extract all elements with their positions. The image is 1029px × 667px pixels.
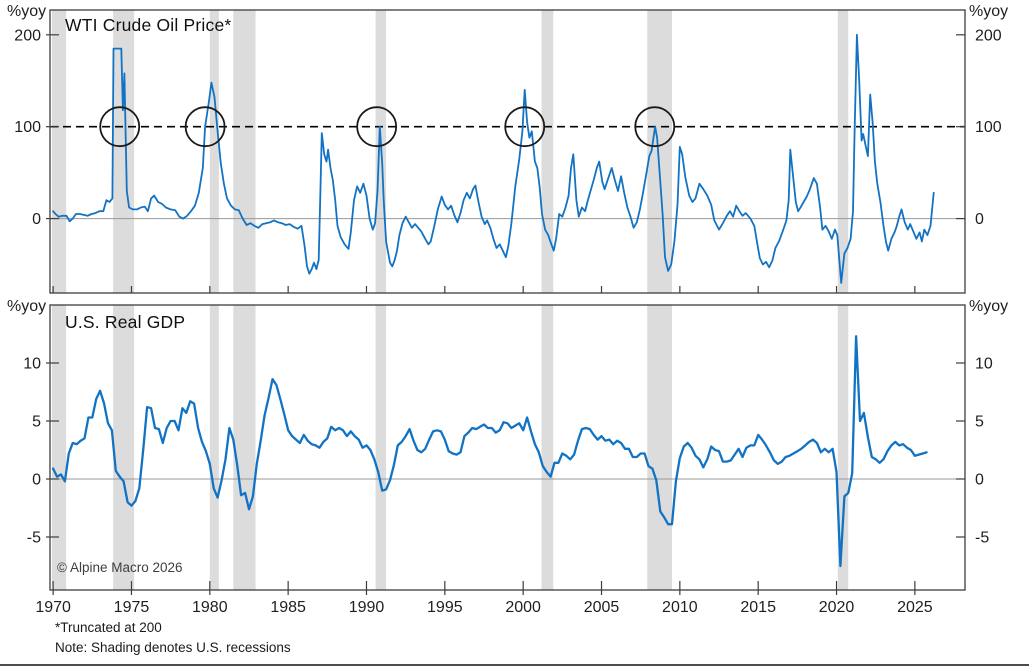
y-tick-label-left: 200 — [14, 27, 41, 44]
recession-band — [51, 10, 67, 293]
y-tick-label-left: 100 — [14, 119, 41, 136]
recession-band — [647, 305, 673, 590]
footnote-truncated: *Truncated at 200 — [55, 620, 162, 635]
recession-band — [113, 305, 135, 590]
y-tick-label-right: 100 — [975, 119, 1002, 136]
recession-band — [113, 10, 135, 293]
recession-band — [541, 10, 554, 293]
recession-band — [233, 10, 256, 293]
recession-band — [209, 305, 219, 590]
circle-annotation — [99, 106, 141, 148]
x-tick-label: 2010 — [662, 599, 698, 616]
series-line — [51, 335, 928, 568]
x-tick-label: 2005 — [584, 599, 620, 616]
gdp-y-unit-label-right: %yoy — [969, 298, 1009, 315]
x-tick-label: 2025 — [897, 599, 933, 616]
bottom-panel: -5 -5 0 0 5 5 10 10 1970 1975 1980 1985 1990 1995 2000… — [23, 304, 993, 616]
circle-annotation — [634, 106, 676, 148]
recession-band — [837, 10, 849, 293]
footnote-recessions: Note: Shading denotes U.S. recessions — [55, 640, 291, 655]
y-tick-label-right: 0 — [975, 471, 984, 488]
copyright-watermark: © Alpine Macro 2026 — [57, 560, 183, 575]
y-tick-label-left: 5 — [32, 413, 41, 430]
recession-band — [837, 305, 849, 590]
circle-annotation — [356, 106, 398, 148]
recession-band — [233, 305, 256, 590]
y-tick-label-right: 200 — [975, 27, 1002, 44]
recession-band — [209, 10, 219, 293]
x-tick-label: 1995 — [427, 599, 463, 616]
panel-frame — [49, 304, 966, 591]
gdp-y-unit-label-left: %yoy — [7, 298, 47, 315]
x-tick-label: 2000 — [505, 599, 541, 616]
recession-band — [51, 305, 67, 590]
oil-y-unit-label-left: %yoy — [7, 3, 47, 20]
y-tick-label-right: 5 — [975, 413, 984, 430]
oil-panel-title: WTI Crude Oil Price* — [65, 15, 232, 35]
x-tick-label: 1990 — [349, 599, 385, 616]
top-panel: 0 0 100 100 200 200 — [14, 9, 1002, 294]
y-tick-label-left: 0 — [32, 471, 41, 488]
circle-annotation — [504, 106, 546, 148]
y-tick-label-left: 10 — [23, 355, 41, 372]
x-tick-label: 1980 — [192, 599, 228, 616]
x-tick-label: 2020 — [819, 599, 855, 616]
y-tick-label-left: 0 — [32, 211, 41, 228]
y-tick-label-right: 0 — [975, 211, 984, 228]
y-tick-label-right: -5 — [975, 529, 989, 546]
panel-frame — [49, 9, 966, 294]
x-tick-label: 1975 — [114, 599, 150, 616]
x-tick-label: 1985 — [270, 599, 306, 616]
x-tick-label: 2015 — [740, 599, 776, 616]
gdp-panel-title: U.S. Real GDP — [65, 312, 186, 332]
series-line — [52, 33, 935, 284]
recession-band — [541, 305, 554, 590]
circle-annotation — [184, 106, 226, 148]
oil-y-unit-label-right: %yoy — [969, 3, 1009, 20]
footer-divider — [0, 664, 1029, 666]
y-tick-label-right: 10 — [975, 355, 993, 372]
y-tick-label-left: -5 — [27, 529, 41, 546]
recession-band — [375, 305, 387, 590]
x-tick-label: 1970 — [35, 599, 71, 616]
